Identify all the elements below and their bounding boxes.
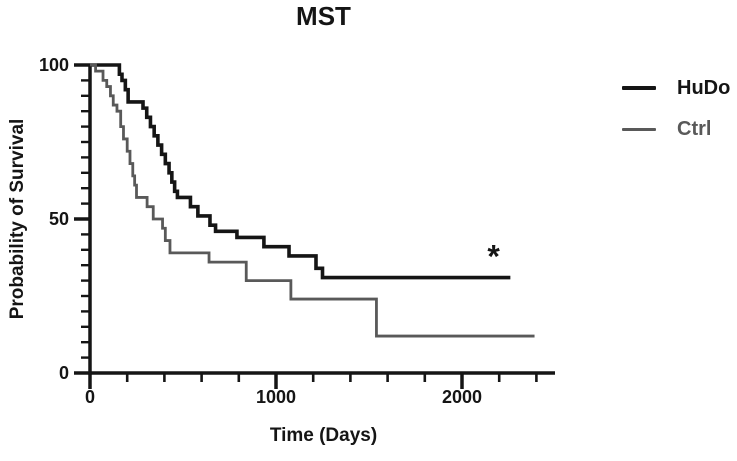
legend-label-hudo: HuDo	[677, 77, 731, 99]
ctrl-line-swatch	[622, 127, 656, 131]
y-tick-label: 50	[49, 209, 69, 229]
significance-asterisk: *	[487, 239, 500, 275]
chart-title: MST	[296, 1, 351, 31]
x-tick-label: 2000	[442, 387, 482, 407]
curve-ctrl	[90, 63, 535, 338]
y-tick-label: 100	[39, 55, 69, 75]
y-tick-label: 0	[59, 363, 69, 383]
x-tick-label: 0	[85, 387, 95, 407]
legend-item-ctrl: Ctrl	[622, 118, 730, 140]
x-axis-label: Time (Days)	[269, 425, 378, 446]
x-tick-label: 1000	[256, 387, 296, 407]
curve-hudo	[90, 63, 511, 280]
legend-item-hudo: HuDo	[622, 77, 730, 99]
legend: HuDo Ctrl	[622, 77, 730, 140]
legend-label-ctrl: Ctrl	[677, 118, 712, 140]
hudo-line-swatch	[622, 86, 656, 90]
